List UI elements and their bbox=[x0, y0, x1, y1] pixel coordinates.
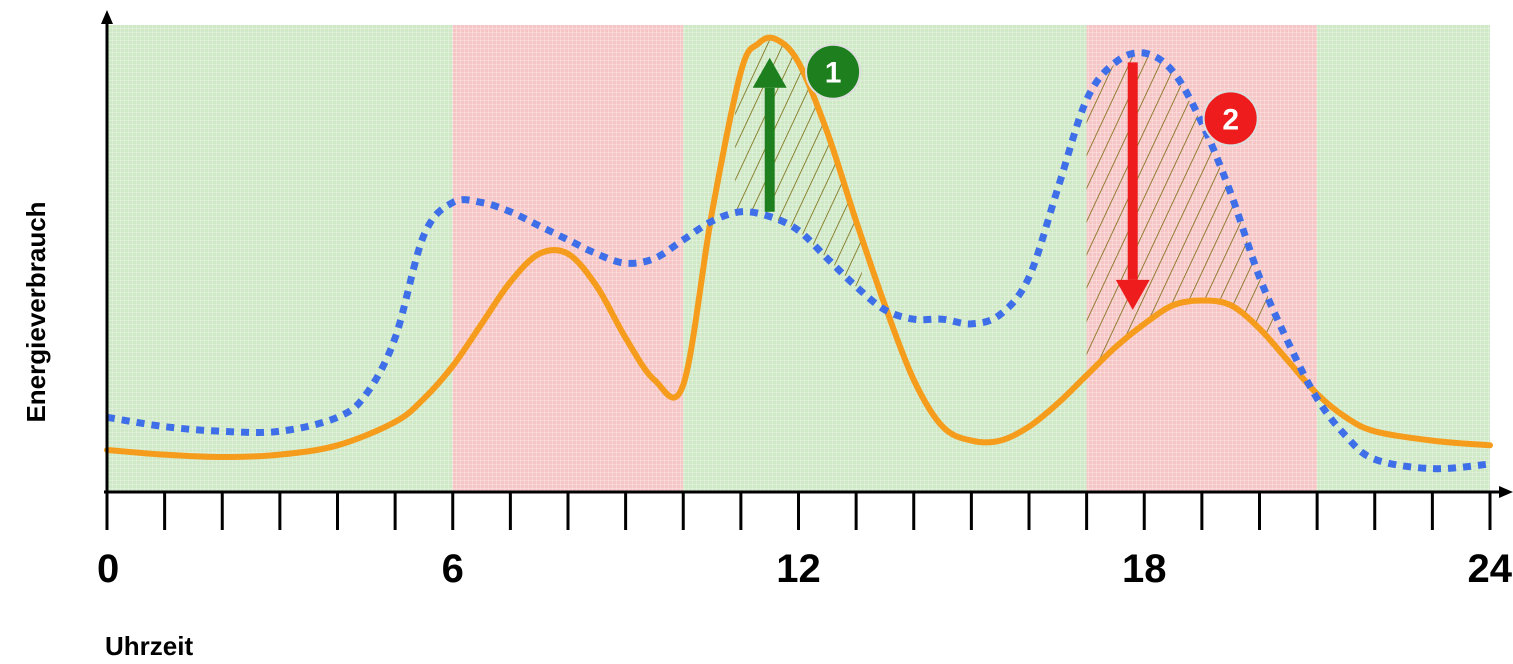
arrow-2-head bbox=[1115, 279, 1150, 310]
y-axis-arrowhead bbox=[101, 10, 113, 24]
x-tick-label: 18 bbox=[1122, 547, 1167, 591]
badge-2-circle bbox=[1202, 90, 1259, 147]
series-line-solid bbox=[104, 34, 1493, 460]
x-tick-label: 24 bbox=[1468, 547, 1513, 591]
x-tick-label: 0 bbox=[97, 547, 119, 591]
badge-2-label: 2 bbox=[1222, 103, 1239, 136]
x-axis-tick-labels: 0 6 12 18 24 bbox=[97, 547, 1513, 591]
badge-1-circle bbox=[805, 43, 862, 100]
series-line-dotted bbox=[106, 49, 1491, 473]
x-axis-ticks bbox=[105, 492, 1492, 530]
x-tick-label: 6 bbox=[442, 547, 464, 591]
change-arrows bbox=[752, 57, 1150, 310]
badge-1-label: 1 bbox=[825, 57, 842, 90]
series-lines bbox=[104, 34, 1493, 473]
x-axis-title: Uhrzeit bbox=[105, 631, 193, 661]
arrow-1-head bbox=[752, 57, 787, 88]
x-axis-arrowhead bbox=[1499, 486, 1513, 498]
badges: 12 bbox=[805, 43, 1259, 147]
x-tick-label: 12 bbox=[776, 547, 821, 591]
y-axis-title: Energieverbrauch bbox=[21, 201, 51, 422]
